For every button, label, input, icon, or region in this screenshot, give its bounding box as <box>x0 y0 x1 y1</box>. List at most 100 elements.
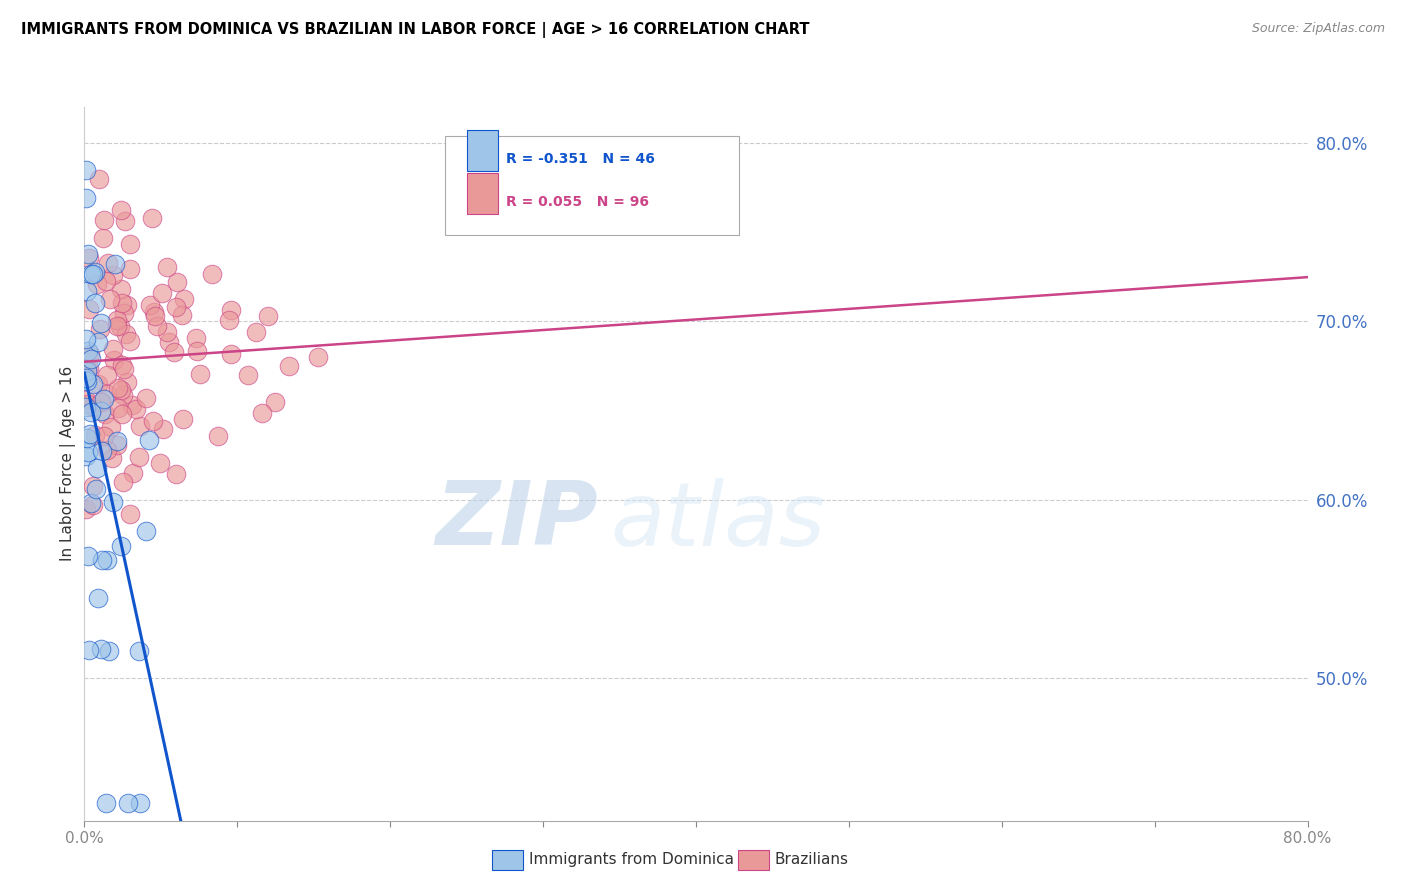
Point <box>93 230 115 244</box>
Point <box>101 451 124 466</box>
Point <box>118 236 141 251</box>
FancyBboxPatch shape <box>446 136 738 235</box>
Point <box>218 313 240 327</box>
Point <box>77 344 100 359</box>
Point <box>79 427 101 442</box>
Point <box>184 330 207 344</box>
Point <box>103 353 125 368</box>
Point <box>156 325 179 339</box>
Point <box>90 394 112 409</box>
Point <box>111 295 134 310</box>
Point <box>122 467 145 481</box>
Point <box>118 334 141 348</box>
Point <box>186 343 208 358</box>
Point <box>75 392 97 407</box>
Point <box>142 414 165 428</box>
Point <box>75 191 97 205</box>
Point <box>170 308 193 322</box>
Point <box>307 351 329 365</box>
Point <box>256 309 278 323</box>
Point <box>114 214 136 228</box>
Point <box>80 405 103 419</box>
Point <box>76 247 98 261</box>
Point <box>129 419 152 434</box>
Point <box>80 351 103 366</box>
Point <box>156 260 179 275</box>
Point <box>86 277 108 291</box>
Point <box>76 432 98 446</box>
Point <box>76 364 98 378</box>
Point <box>157 334 180 349</box>
Text: Source: ZipAtlas.com: Source: ZipAtlas.com <box>1251 22 1385 36</box>
Point <box>110 282 132 296</box>
Point <box>278 359 301 373</box>
Point <box>93 392 115 406</box>
Point <box>139 298 162 312</box>
Point <box>77 251 100 265</box>
Point <box>149 456 172 470</box>
Point <box>115 376 138 390</box>
Point <box>166 300 188 314</box>
Point <box>90 642 112 657</box>
Point <box>166 275 188 289</box>
Point <box>77 549 100 563</box>
Point <box>82 267 104 281</box>
Point <box>110 539 132 553</box>
Point <box>94 796 117 810</box>
Text: ZIP: ZIP <box>436 477 598 565</box>
Point <box>114 327 136 342</box>
Point <box>87 376 110 391</box>
Point <box>77 643 100 657</box>
Point <box>100 420 122 434</box>
Point <box>112 475 135 489</box>
Point <box>82 376 104 391</box>
Point <box>77 301 100 316</box>
Point <box>111 408 134 422</box>
Point <box>101 495 124 509</box>
Point <box>89 322 111 336</box>
Point <box>96 442 118 457</box>
Point <box>86 461 108 475</box>
Point <box>146 318 169 333</box>
Point <box>105 438 128 452</box>
Point <box>90 443 112 458</box>
Point <box>219 303 242 318</box>
Point <box>93 428 115 442</box>
Point <box>79 347 101 361</box>
Text: Immigrants from Dominica: Immigrants from Dominica <box>529 853 734 867</box>
Point <box>125 402 148 417</box>
Point <box>82 479 104 493</box>
Point <box>97 644 120 658</box>
Point <box>82 498 104 512</box>
Point <box>201 268 224 282</box>
Point <box>98 292 121 306</box>
Point <box>77 445 100 459</box>
Point <box>86 591 108 605</box>
Point <box>141 211 163 226</box>
Point <box>128 796 150 810</box>
Text: R = 0.055   N = 96: R = 0.055 N = 96 <box>506 194 650 209</box>
Point <box>96 368 118 383</box>
Point <box>245 325 267 339</box>
Point <box>107 381 129 395</box>
Point <box>96 274 118 288</box>
Text: IMMIGRANTS FROM DOMINICA VS BRAZILIAN IN LABOR FORCE | AGE > 16 CORRELATION CHAR: IMMIGRANTS FROM DOMINICA VS BRAZILIAN IN… <box>21 22 810 38</box>
Point <box>173 292 195 306</box>
Point <box>75 449 97 463</box>
Point <box>75 162 97 177</box>
Point <box>236 368 259 383</box>
Point <box>77 360 100 375</box>
Point <box>165 467 187 481</box>
Point <box>75 400 97 414</box>
Point <box>111 358 134 372</box>
Point <box>135 524 157 539</box>
Point <box>188 368 211 382</box>
Point <box>108 318 131 333</box>
Point <box>163 345 186 359</box>
Point <box>84 296 107 310</box>
Point <box>121 398 143 412</box>
Point <box>75 501 97 516</box>
Point <box>76 284 98 298</box>
Point <box>97 256 120 270</box>
Point <box>128 644 150 658</box>
